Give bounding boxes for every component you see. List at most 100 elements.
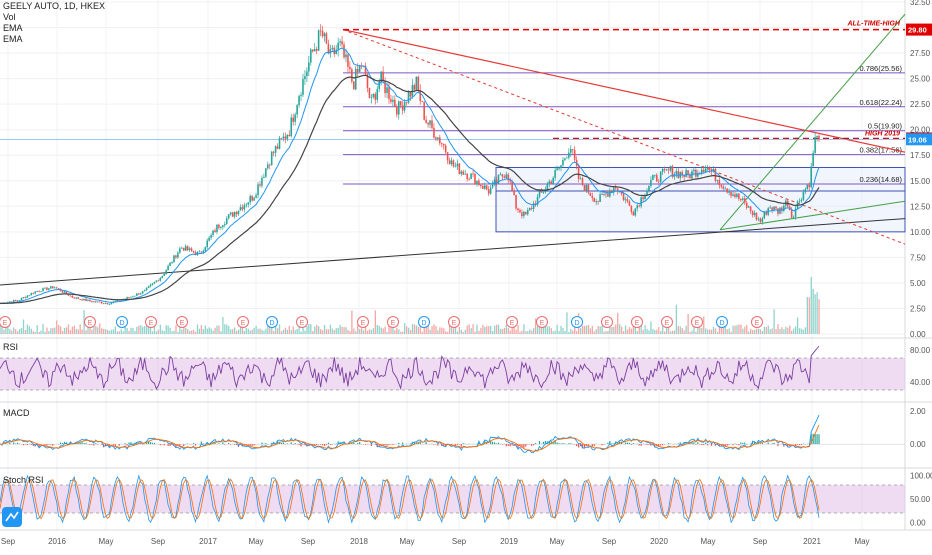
macd-histogram-bar [611, 443, 612, 444]
macd-histogram-bar [128, 443, 129, 445]
macd-histogram-bar [508, 444, 509, 446]
candle-body [298, 96, 300, 105]
candle-body [97, 302, 99, 303]
fib-level-label: 0.5(19.90) [868, 122, 903, 131]
candle-body [232, 212, 234, 216]
volume-bar [435, 326, 436, 334]
volume-bar [529, 329, 530, 334]
volume-bar [789, 326, 790, 334]
symbol-title[interactable]: GEELY AUTO, 1D, HKEX [3, 1, 105, 12]
volume-bar [416, 325, 417, 334]
volume-bar [211, 329, 212, 334]
macd-histogram-bar [150, 442, 151, 444]
volume-bar [504, 328, 505, 334]
candle-body [462, 172, 464, 175]
macd-histogram-bar [218, 443, 219, 444]
macd-histogram-bar [125, 443, 126, 444]
volume-bar [52, 328, 53, 334]
candle-body [234, 212, 236, 217]
volume-bar [781, 327, 782, 334]
macd-histogram-bar [410, 444, 411, 445]
candle-body [345, 55, 347, 58]
candle-body [394, 100, 396, 107]
volume-bar [619, 324, 620, 334]
macd-histogram-bar [560, 444, 561, 445]
candle-body [210, 235, 212, 238]
volume-bar [379, 326, 380, 334]
volume-bar [773, 309, 774, 334]
volume-bar [152, 331, 153, 334]
candle-body [812, 153, 814, 166]
volume-bar [3, 330, 4, 334]
candle-body [427, 123, 429, 125]
candle-body [466, 174, 468, 179]
volume-bar [469, 324, 470, 334]
event-marker-label: E [180, 320, 185, 327]
macd-histogram-bar [46, 444, 47, 446]
candle-body [249, 196, 251, 202]
macd-histogram-bar [89, 444, 90, 445]
candle-body [486, 185, 488, 189]
volume-bar [756, 329, 757, 334]
volume-bar [717, 332, 718, 334]
candle-body [330, 49, 332, 53]
volume-bar [298, 327, 299, 334]
macd-histogram-bar [631, 444, 632, 445]
candle-body [668, 169, 670, 170]
volume-bar [50, 328, 51, 334]
volume-bar [648, 330, 649, 334]
volume-bar [762, 331, 763, 334]
candle-body [163, 274, 165, 276]
candle-body [633, 212, 635, 215]
macd-histogram-bar [463, 443, 464, 444]
candle-body [652, 175, 654, 180]
stoch-title[interactable]: Stoch RSI [3, 475, 44, 485]
volume-bar [803, 330, 804, 334]
candle-body [418, 77, 420, 90]
macd-histogram-bar [85, 443, 86, 444]
event-marker-label: D [574, 320, 579, 327]
candle-body [715, 169, 717, 181]
candle-body [134, 296, 136, 297]
volume-bar [113, 329, 114, 334]
x-tick-label: May [248, 537, 263, 546]
macd-histogram-bar [146, 443, 147, 444]
candle-body [670, 166, 672, 170]
volume-bar [801, 329, 802, 334]
volume-bar [29, 326, 30, 334]
macd-histogram-bar [437, 444, 438, 446]
volume-bar [27, 324, 28, 334]
candle-body [58, 288, 60, 289]
volume-bar [338, 328, 339, 334]
volume-bar [453, 328, 454, 334]
volume-bar [682, 328, 683, 334]
candle-body [480, 185, 482, 186]
candle-body [529, 208, 531, 210]
volume-bar [748, 331, 749, 334]
x-tick-label: Sep [151, 537, 166, 546]
volume-bar [775, 329, 776, 334]
event-marker-label: E [510, 320, 515, 327]
volume-bar [25, 330, 26, 334]
volume-bar [613, 327, 614, 334]
macd-histogram-bar [525, 444, 526, 446]
legend-ema-slow[interactable]: EMA [3, 34, 105, 45]
macd-title[interactable]: MACD [3, 408, 30, 418]
volume-bar [277, 328, 278, 334]
legend-vol[interactable]: Vol [3, 12, 105, 23]
candle-body [240, 207, 242, 210]
volume-bar [766, 327, 767, 334]
volume-bar [80, 324, 81, 334]
y-tick-label: 22.50 [910, 100, 931, 109]
macd-histogram-bar [252, 444, 253, 446]
volume-bar [729, 328, 730, 334]
candle-body [472, 174, 474, 175]
candle-body [285, 136, 287, 138]
legend-ema-fast[interactable]: EMA [3, 23, 105, 34]
rsi-title[interactable]: RSI [3, 342, 18, 352]
candle-body [269, 165, 271, 166]
volume-bar [560, 326, 561, 334]
volume-bar [343, 327, 344, 334]
volume-bar [517, 325, 518, 334]
